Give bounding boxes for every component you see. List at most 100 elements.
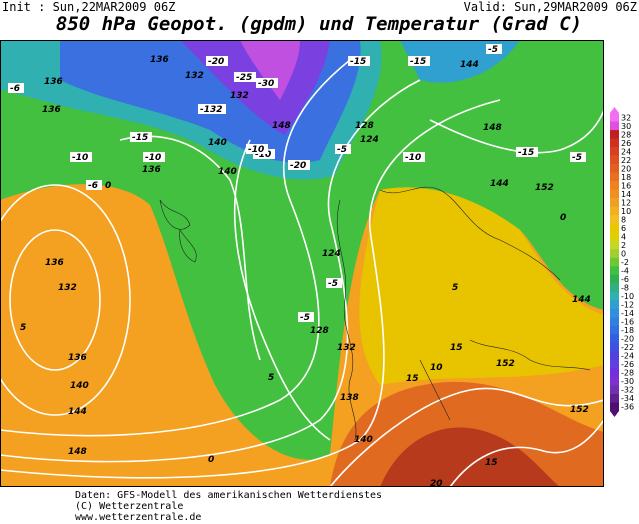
isobar-label: 20 bbox=[430, 479, 443, 489]
isobar-label: 15 bbox=[450, 343, 463, 353]
isobars bbox=[0, 59, 604, 487]
colorbar-swatch bbox=[610, 291, 619, 301]
isobar-label: 124 bbox=[360, 135, 379, 145]
isobar-label: 132 bbox=[337, 343, 356, 353]
isotherm-label: -10 bbox=[145, 153, 161, 163]
label-box bbox=[198, 104, 226, 114]
isobar-label: 136 bbox=[150, 55, 169, 65]
colorbar-swatch bbox=[610, 172, 619, 182]
colorbar-label: -26 bbox=[621, 360, 634, 369]
isotherm-label: -5 bbox=[328, 279, 338, 289]
isobar-label: 128 bbox=[310, 326, 329, 336]
colorbar-label: -30 bbox=[621, 377, 634, 386]
isobar-label: 152 bbox=[570, 405, 589, 415]
colorbar-cap bbox=[610, 107, 619, 113]
label-box bbox=[516, 147, 538, 157]
isobar-label: 136 bbox=[42, 105, 61, 115]
colorbar-label: 4 bbox=[621, 232, 626, 241]
colorbar-swatch bbox=[610, 147, 619, 156]
label-box bbox=[246, 144, 268, 154]
isotherm-label: -5 bbox=[337, 145, 347, 155]
footer-copyright: (C) Wetterzentrale bbox=[75, 501, 183, 512]
isotherm-label: -5 bbox=[300, 313, 310, 323]
isotherm-label: -5 bbox=[572, 153, 582, 163]
colorbar-swatch bbox=[610, 368, 619, 378]
isotherm-label: -15 bbox=[518, 148, 534, 158]
colorbar-swatch bbox=[610, 138, 619, 148]
colorbar-label: -36 bbox=[621, 403, 634, 412]
isobar-label: 0 bbox=[105, 181, 111, 191]
label-box bbox=[326, 278, 342, 288]
isobar-label: 136 bbox=[45, 258, 64, 268]
isobar-label: 15 bbox=[485, 458, 498, 468]
colorbar-label: -24 bbox=[621, 352, 634, 361]
isobar-label: 140 bbox=[354, 435, 373, 445]
colorbar-swatch bbox=[610, 206, 619, 216]
label-box bbox=[486, 44, 502, 54]
colorbar-swatch bbox=[610, 351, 619, 361]
isotherm-label: -10 bbox=[405, 153, 421, 163]
valid-time: Valid: Sun,29MAR2009 06Z bbox=[464, 0, 637, 14]
isobar-label: 148 bbox=[272, 121, 291, 131]
map-frame bbox=[0, 40, 604, 487]
isobar-label: 148 bbox=[483, 123, 502, 133]
colorbar-label: 24 bbox=[621, 147, 631, 156]
colorbar-label: 6 bbox=[621, 224, 626, 233]
colorbar-label: -32 bbox=[621, 386, 634, 395]
colorbar-label: 32 bbox=[621, 113, 631, 122]
label-box bbox=[143, 152, 165, 162]
colorbar-label: -2 bbox=[621, 258, 629, 267]
colorbar-swatch bbox=[610, 164, 619, 173]
colorbar-swatch bbox=[610, 376, 619, 386]
colorbar-swatch bbox=[610, 393, 619, 403]
colorbar-swatch bbox=[610, 198, 619, 207]
colorbar-cap bbox=[610, 411, 619, 417]
colorbar-label: 2 bbox=[621, 241, 626, 250]
isobar-label: 140 bbox=[70, 381, 89, 391]
colorbar-swatch bbox=[610, 121, 619, 131]
isotherm-label: -5 bbox=[488, 45, 498, 55]
isobar-label: 10 bbox=[430, 363, 443, 373]
isotherm-label: -10 bbox=[255, 150, 271, 160]
isotherm-label: -15 bbox=[350, 57, 366, 67]
colorbar-label: -8 bbox=[621, 284, 629, 293]
isobar-label: 144 bbox=[68, 407, 87, 417]
init-time: Init : Sun,22MAR2009 06Z bbox=[2, 0, 175, 14]
colorbar-label: 10 bbox=[621, 207, 631, 216]
label-box bbox=[348, 56, 370, 66]
isobar-label: 140 bbox=[218, 167, 237, 177]
colorbar-swatch bbox=[610, 334, 619, 344]
colorbar-label: -20 bbox=[621, 335, 634, 344]
footer-source: Daten: GFS-Modell des amerikanischen Wet… bbox=[75, 490, 382, 501]
isobar-label: 138 bbox=[340, 393, 359, 403]
label-box bbox=[234, 72, 256, 82]
isobar-label: 136 bbox=[44, 77, 63, 87]
colorbar-label: -18 bbox=[621, 326, 634, 335]
isobar-label: 140 bbox=[208, 138, 227, 148]
isobar-label: 132 bbox=[185, 71, 204, 81]
colorbar-swatch bbox=[610, 266, 619, 276]
isotherm-label: -20 bbox=[290, 161, 306, 171]
label-box bbox=[206, 56, 228, 66]
colorbar-swatch bbox=[610, 317, 619, 327]
isobar-label: 5 bbox=[20, 323, 26, 333]
colorbar-swatch bbox=[610, 240, 619, 250]
colorbar-swatch bbox=[610, 232, 619, 242]
isotherm-label: -20 bbox=[208, 57, 224, 67]
label-box bbox=[288, 160, 310, 170]
colorbar-swatch bbox=[610, 223, 619, 233]
coastlines bbox=[159, 186, 591, 441]
colorbar-label: -4 bbox=[621, 267, 629, 276]
colorbar-swatch bbox=[610, 181, 619, 190]
isobar-label: 5 bbox=[452, 283, 458, 293]
label-box bbox=[298, 312, 314, 322]
isotherm-label: -25 bbox=[236, 73, 252, 83]
colorbar-label: 16 bbox=[621, 181, 631, 190]
map-title: 850 hPa Geopot. (gpdm) und Temperatur (G… bbox=[56, 13, 582, 35]
colorbar-label: 28 bbox=[621, 130, 631, 139]
colorbar-label: 8 bbox=[621, 215, 626, 224]
colorbar-swatch bbox=[610, 215, 619, 224]
colorbar-label: 26 bbox=[621, 139, 631, 148]
isotherm-label: -15 bbox=[410, 57, 426, 67]
isobar-label: 124 bbox=[322, 249, 341, 259]
